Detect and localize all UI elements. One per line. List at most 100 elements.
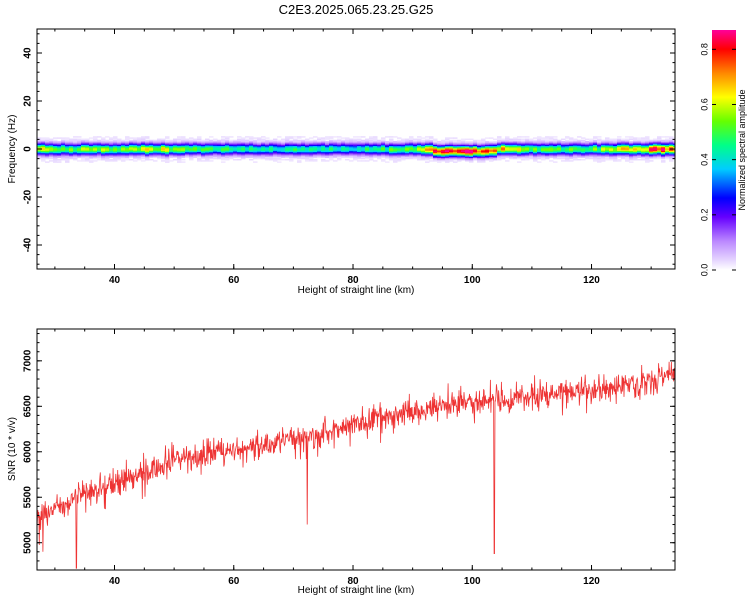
- spectrogram-cell: [421, 139, 426, 142]
- spectrogram-cell: [653, 152, 658, 155]
- spectrogram-cell: [377, 144, 382, 147]
- spectrogram-cell: [317, 137, 322, 139]
- spectrogram-cell: [417, 155, 422, 157]
- spectrogram-cell: [65, 142, 70, 144]
- spectrogram-cell: [477, 155, 482, 157]
- spectrogram-cell: [569, 145, 574, 148]
- spectrogram-cell: [521, 136, 526, 138]
- spectrogram-cell: [593, 160, 598, 162]
- spectrogram-cell: [381, 145, 386, 148]
- spectrogram-cell: [41, 142, 46, 144]
- spectrogram-cell: [373, 138, 378, 141]
- spectrogram-cell: [273, 151, 278, 154]
- spectrogram-cell: [621, 156, 626, 159]
- spectrogram-cell: [165, 157, 170, 160]
- spectrogram-cell: [245, 155, 250, 157]
- spectrogram-cell: [265, 151, 270, 154]
- spectrogram-cell: [345, 148, 350, 150]
- spectrogram-cell: [265, 152, 270, 155]
- spectrogram-cell: [85, 138, 90, 141]
- spectrogram-cell: [205, 157, 210, 160]
- spectrogram-cell: [133, 148, 138, 150]
- spectrogram-cell: [309, 142, 314, 144]
- spectrogram-cell: [193, 151, 198, 154]
- spectrogram-cell: [189, 144, 194, 147]
- spectrogram-cell: [197, 144, 202, 147]
- spectrogram-cell: [233, 145, 238, 148]
- spectrogram-cell: [425, 136, 430, 138]
- spectrogram-cell: [341, 146, 346, 149]
- spectrogram-cell: [617, 140, 622, 143]
- spectrogram-cell: [517, 155, 522, 157]
- spectrogram-cell: [45, 142, 50, 144]
- spectrogram-cell: [169, 139, 174, 142]
- spectrogram-cell: [569, 157, 574, 160]
- spectrogram-cell: [129, 150, 134, 153]
- spectrogram-cell: [637, 140, 642, 143]
- spectrogram-cell: [325, 144, 330, 147]
- spectrogram-cell: [65, 140, 70, 143]
- spectrogram-cell: [105, 152, 110, 155]
- spectrogram-cell: [453, 143, 458, 145]
- spectrogram-cell: [213, 156, 218, 159]
- spectrogram-cell: [197, 137, 202, 139]
- spectrogram-cell: [69, 138, 74, 141]
- spectrogram-cell: [209, 142, 214, 144]
- spectrogram-cell: [117, 142, 122, 144]
- spectrogram-cell: [437, 143, 442, 145]
- spectrogram-cell: [425, 154, 430, 156]
- spectrogram-cell: [665, 139, 670, 142]
- spectrogram-cell: [349, 138, 354, 141]
- spectrogram-cell: [657, 138, 662, 141]
- spectrogram-cell: [89, 146, 94, 149]
- spectrogram-cell: [201, 156, 206, 159]
- spectrogram-cell: [41, 151, 46, 154]
- spectrogram-cell: [249, 154, 254, 156]
- spectrogram-cell: [569, 143, 574, 145]
- spectrogram-cell: [465, 155, 470, 157]
- spectrogram-cell: [577, 156, 582, 159]
- spectrogram-cell: [229, 146, 234, 149]
- spectrogram-cell: [585, 138, 590, 141]
- spectrogram-cell: [609, 154, 614, 156]
- spectrogram-cell: [45, 149, 50, 151]
- spectrogram-cell: [181, 156, 186, 159]
- spectrogram-cell: [289, 136, 294, 138]
- spectrogram-cell: [293, 140, 298, 143]
- spectrogram-cell: [81, 150, 86, 153]
- spectrogram-cell: [409, 142, 414, 144]
- spectrogram-cell: [529, 154, 534, 156]
- spectrogram-cell: [641, 150, 646, 153]
- spectrogram-cell: [405, 138, 410, 141]
- spectrogram-cell: [669, 138, 674, 141]
- spectrogram-cell: [153, 149, 158, 151]
- spectrogram-cell: [289, 143, 294, 145]
- spectrogram-cell: [653, 150, 658, 153]
- spectrogram-cell: [573, 149, 578, 151]
- spectrogram-cell: [545, 152, 550, 155]
- spectrogram-cell: [89, 156, 94, 159]
- spectrogram-cell: [133, 137, 138, 139]
- spectrogram-cell: [457, 158, 462, 161]
- spectrogram-cell: [641, 154, 646, 156]
- spectrogram-cell: [541, 158, 546, 161]
- spectrogram-cell: [673, 145, 675, 148]
- spectrogram-cell: [525, 136, 530, 138]
- spectrogram-cell: [265, 142, 270, 144]
- spectrogram-cell: [305, 144, 310, 147]
- spectrogram-cell: [461, 154, 466, 156]
- spectrogram-cell: [53, 137, 58, 139]
- spectrogram-cell: [469, 143, 474, 145]
- spectrogram-cell: [165, 161, 170, 163]
- spectrogram-cell: [253, 152, 258, 155]
- spectrogram-cell: [449, 137, 454, 139]
- spectrogram-cell: [217, 142, 222, 144]
- spectrogram-cell: [493, 140, 498, 143]
- spectrogram-cell: [313, 155, 318, 157]
- spectrogram-cell: [425, 157, 430, 160]
- spectrogram-cell: [77, 146, 82, 149]
- spectrogram-cell: [385, 148, 390, 150]
- spectrogram-cell: [529, 150, 534, 153]
- spectrogram-cell: [449, 143, 454, 145]
- spectrogram-cell: [641, 156, 646, 159]
